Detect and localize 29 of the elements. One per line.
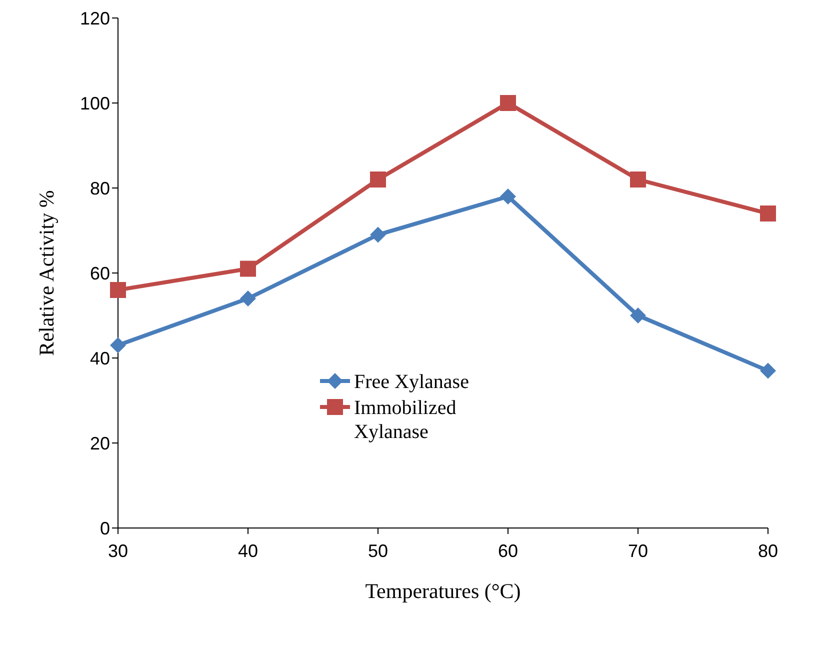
point	[500, 188, 516, 204]
x-axis-title: Temperatures (°C)	[365, 579, 521, 603]
x-tick-label: 30	[108, 540, 128, 561]
point	[370, 226, 386, 243]
x-tick-label: 80	[758, 540, 778, 561]
legend-label: Immobilized Xylanase	[354, 396, 458, 444]
point	[110, 282, 126, 298]
y-tick-label: 80	[90, 178, 110, 198]
x-tick-label: 60	[498, 540, 518, 561]
point	[760, 362, 776, 379]
x-tick-label: 50	[368, 540, 388, 561]
x-tick-label: 40	[238, 540, 258, 561]
point	[110, 337, 126, 354]
point	[630, 308, 646, 324]
point	[500, 95, 516, 111]
y-tick-label: 20	[90, 433, 110, 454]
y-tick-label: 100	[80, 93, 110, 114]
point	[370, 172, 386, 188]
point	[240, 290, 256, 306]
y-tick-label: 0	[100, 518, 110, 538]
point	[760, 206, 776, 222]
legend-label: Free Xylanase	[354, 370, 470, 394]
point	[630, 172, 646, 188]
y-tick-label: 40	[90, 348, 110, 368]
point	[240, 260, 256, 277]
x-tick-label: 70	[628, 540, 648, 561]
y-tick-label: 60	[90, 263, 110, 284]
y-axis-title: Relative Activity %	[34, 190, 58, 356]
y-tick-label: 120	[80, 8, 110, 28]
